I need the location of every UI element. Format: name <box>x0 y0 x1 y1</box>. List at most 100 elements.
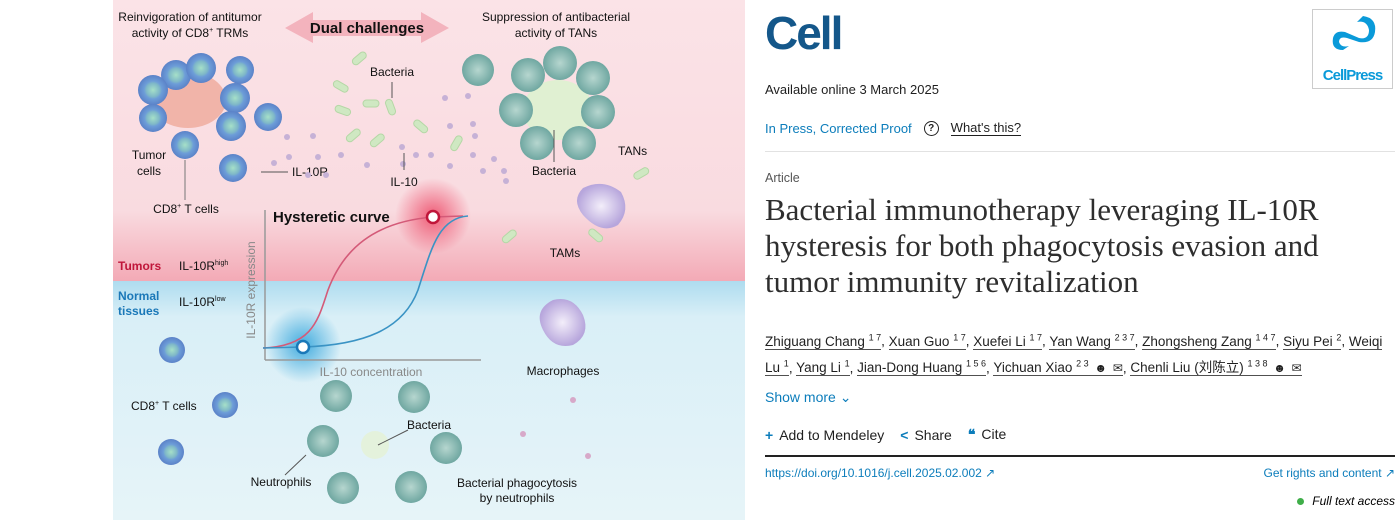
person-icon: ☻ <box>1094 361 1108 375</box>
author-name: Weiqi Lu <box>765 333 1383 376</box>
show-more-label: Show more <box>765 389 836 405</box>
author-affiliations: 2 3 <box>1076 358 1089 369</box>
normal-tissues-label: Normal <box>118 289 159 303</box>
tan-cluster <box>462 46 626 229</box>
tumors-label: Tumors <box>118 259 161 273</box>
quote-icon: ❝ <box>967 426 976 442</box>
phagocytosis-label-2: by neutrophils <box>480 491 555 505</box>
bacteria-particles <box>332 51 650 244</box>
author-name: Yan Wang <box>1049 333 1111 349</box>
plus-icon: + <box>765 426 774 443</box>
top-left-heading-2: activity of CD8+ TRMs <box>132 26 249 40</box>
top-left-heading: Reinvigoration of antitumor <box>118 10 261 24</box>
mendeley-label: Add to Mendeley <box>779 426 885 443</box>
person-icon: ☻ <box>1273 361 1286 375</box>
graphical-abstract: Dual challenges Reinvigoration of antitu… <box>113 0 745 520</box>
doi-link[interactable]: https://doi.org/10.1016/j.cell.2025.02.0… <box>765 466 1395 480</box>
divider <box>765 151 1395 152</box>
author-name: Xuefei Li <box>973 333 1026 349</box>
divider <box>765 455 1395 457</box>
author-affiliations: 1 4 7 <box>1255 332 1276 342</box>
publisher-logo-text: CellPress <box>1322 67 1383 84</box>
status-row: In Press, Corrected Proof ? What's this? <box>765 120 1395 136</box>
center-banner: Dual challenges <box>310 20 424 37</box>
author-name: Yichuan Xiao <box>993 360 1073 375</box>
author-affiliations: 1 <box>783 358 789 369</box>
author-link[interactable]: Xuan Guo 1 7 <box>888 332 966 350</box>
author-name: Jian-Dong Huang <box>857 360 963 375</box>
show-more-button[interactable]: Show more ⌄ <box>765 389 1395 406</box>
chevron-down-icon: ⌄ <box>839 389 852 405</box>
add-to-mendeley-button[interactable]: + Add to Mendeley <box>765 427 884 443</box>
share-icon: < <box>900 426 909 443</box>
double-arrow <box>285 12 449 43</box>
publisher-logo[interactable]: CellPress <box>1312 9 1393 89</box>
author-link[interactable]: Yan Wang 2 3 7 <box>1049 332 1135 350</box>
email-icon: ✉ <box>1112 361 1123 375</box>
author-link[interactable]: Zhongsheng Zang 1 4 7 <box>1142 332 1276 350</box>
bacteria-label-top: Bacteria <box>370 65 414 79</box>
author-affiliations: 1 7 <box>953 332 966 342</box>
il10r-high-label: IL-10Rhigh <box>179 259 228 273</box>
author-name: Xuan Guo <box>888 333 950 349</box>
author-name: Zhongsheng Zang <box>1142 333 1252 349</box>
il10r-label: IL-10R <box>292 165 328 179</box>
bacteria-label-bottom: Bacteria <box>407 418 451 432</box>
action-bar: + Add to Mendeley < Share ❝ Cite <box>765 426 1395 443</box>
share-label: Share <box>914 426 952 443</box>
author-list: Zhiguang Chang 1 7, Xuan Guo 1 7, Xuefei… <box>765 332 1383 376</box>
tumor-cluster <box>138 53 282 182</box>
cellpress-mark-icon <box>1332 16 1376 50</box>
author-link[interactable]: Xuefei Li 1 7 <box>973 332 1043 350</box>
tams-label: TAMs <box>550 246 580 260</box>
journal-logo[interactable]: Cell <box>765 7 843 59</box>
normal-cells <box>158 299 591 504</box>
normal-state-marker <box>295 339 311 355</box>
author-affiliations: 1 <box>844 358 850 369</box>
doi-text: https://doi.org/10.1016/j.cell.2025.02.0… <box>765 466 982 480</box>
author-link[interactable]: Zhiguang Chang 1 7 <box>765 332 882 350</box>
author-link[interactable]: Yichuan Xiao 2 3 ☻ ✉ <box>993 358 1123 376</box>
author-name: Yang Li <box>796 360 841 375</box>
tumor-state-marker <box>425 209 441 225</box>
il10r-low-label: IL-10Rlow <box>179 295 226 309</box>
author-link[interactable]: Siyu Pei 2 <box>1283 332 1342 350</box>
cite-button[interactable]: ❝ Cite <box>968 426 1006 443</box>
author-link[interactable]: Yang Li 1 <box>796 358 850 376</box>
in-press-status[interactable]: In Press, Corrected Proof <box>765 120 912 136</box>
whats-this-link[interactable]: What's this? <box>950 120 1022 136</box>
author-name: Zhiguang Chang <box>765 333 865 349</box>
cd8-label-top: CD8+ T cells <box>153 202 219 216</box>
author-name: Chenli Liu (刘陈立) <box>1130 360 1244 375</box>
external-link-icon: ↗ <box>1384 466 1395 480</box>
tumor-cells-label: Tumor <box>132 148 166 162</box>
access-dot-icon <box>1297 498 1305 505</box>
hysteretic-curve-title: Hysteretic curve <box>273 209 390 226</box>
article-title: Bacterial immunotherapy leveraging IL-10… <box>765 192 1319 299</box>
x-axis-label: IL-10 concentration <box>320 365 423 379</box>
question-circle-icon[interactable]: ? <box>923 120 939 136</box>
available-online: Available online 3 March 2025 <box>765 82 939 97</box>
article-type: Article <box>765 171 800 185</box>
author-link[interactable]: Weiqi Lu 1 <box>765 333 1383 376</box>
normal-tissues-label-2: tissues <box>118 304 160 318</box>
get-rights-link[interactable]: Get rights and content ↗ <box>1264 466 1395 480</box>
author-affiliations: 1 7 <box>868 332 882 342</box>
tans-label: TANs <box>618 144 647 158</box>
normal-curve <box>262 215 469 349</box>
top-right-heading-2: activity of TANs <box>515 26 597 40</box>
share-button[interactable]: < Share <box>900 427 952 443</box>
email-icon: ✉ <box>1291 361 1302 375</box>
access-text: Full text access <box>1312 494 1395 508</box>
author-affiliations: 1 7 <box>1029 332 1043 342</box>
author-affiliations: 2 <box>1336 332 1342 342</box>
tumor-curve <box>262 215 464 349</box>
author-link[interactable]: Chenli Liu (刘陈立) 1 3 8 ☻ ✉ <box>1130 359 1302 376</box>
external-link-icon: ↗ <box>985 466 996 480</box>
phagocytosis-label: Bacterial phagocytosis <box>457 476 577 490</box>
top-right-heading: Suppression of antibacterial <box>482 10 630 24</box>
cite-label: Cite <box>981 426 1007 442</box>
author-affiliations: 2 3 7 <box>1114 332 1135 342</box>
author-link[interactable]: Jian-Dong Huang 1 5 6 <box>857 359 987 376</box>
author-name: Siyu Pei <box>1283 333 1333 349</box>
